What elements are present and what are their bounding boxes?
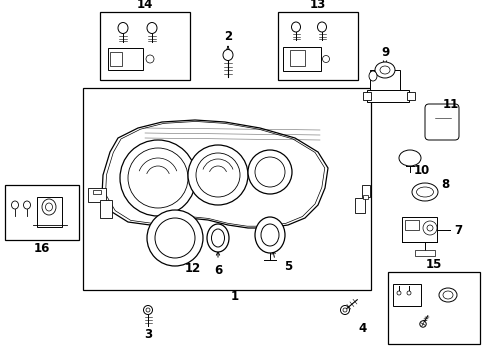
Bar [37,197,62,227]
Circle shape [196,153,240,197]
Bar [404,220,418,230]
Ellipse shape [416,187,433,197]
Bar [283,47,320,71]
Circle shape [419,321,426,327]
Ellipse shape [143,306,152,315]
Ellipse shape [42,199,56,215]
Text: 5: 5 [284,261,291,274]
Ellipse shape [23,201,30,209]
Circle shape [155,218,195,258]
Bar [369,70,399,92]
Circle shape [247,150,291,194]
Ellipse shape [442,291,452,299]
Circle shape [406,291,410,295]
Ellipse shape [223,49,232,60]
Text: 3: 3 [143,328,152,342]
Circle shape [147,210,203,266]
Bar [100,200,112,218]
Circle shape [422,221,436,235]
Text: 15: 15 [425,257,441,270]
Text: 2: 2 [224,31,232,44]
Ellipse shape [342,308,346,312]
Ellipse shape [322,55,329,63]
Ellipse shape [438,288,456,302]
Text: 8: 8 [440,177,448,190]
Ellipse shape [147,22,157,33]
Bar [354,198,364,213]
Ellipse shape [340,306,349,315]
Ellipse shape [206,224,228,252]
Text: 16: 16 [34,242,50,255]
Bar [387,272,479,344]
Ellipse shape [411,183,437,201]
Bar [289,50,305,66]
Text: 12: 12 [184,261,201,274]
Text: 4: 4 [358,321,366,334]
Bar [278,12,357,80]
Bar [361,185,369,197]
Bar [414,250,434,256]
Ellipse shape [368,71,376,81]
Text: 1: 1 [230,289,239,302]
Bar [83,88,370,290]
Bar [110,52,122,66]
Bar [108,48,142,70]
Bar [93,190,101,194]
Circle shape [426,225,432,231]
Ellipse shape [291,22,300,32]
Bar [406,92,414,100]
FancyBboxPatch shape [424,104,458,140]
Bar [5,185,79,240]
Ellipse shape [146,308,150,312]
Ellipse shape [261,224,279,246]
Bar [88,188,106,202]
Bar [392,284,420,306]
Text: 11: 11 [442,98,458,111]
Circle shape [396,291,400,295]
Text: 13: 13 [309,0,325,10]
Text: 6: 6 [213,264,222,276]
Ellipse shape [398,150,420,166]
Circle shape [187,145,247,205]
Ellipse shape [45,203,52,211]
Ellipse shape [211,229,224,247]
Circle shape [146,55,154,63]
Ellipse shape [254,217,285,253]
Bar [362,92,370,100]
Ellipse shape [374,62,394,78]
Circle shape [128,148,187,208]
Bar [362,195,367,199]
Circle shape [254,157,285,187]
Bar [401,217,436,242]
Ellipse shape [12,201,19,209]
Text: 7: 7 [453,224,461,237]
Text: 14: 14 [137,0,153,10]
Text: 9: 9 [380,45,388,58]
Ellipse shape [317,22,326,32]
Circle shape [120,140,196,216]
Text: 10: 10 [413,163,429,176]
Bar [366,90,408,102]
Ellipse shape [118,22,128,33]
Bar [100,12,190,80]
Ellipse shape [379,66,389,74]
Polygon shape [102,120,327,228]
